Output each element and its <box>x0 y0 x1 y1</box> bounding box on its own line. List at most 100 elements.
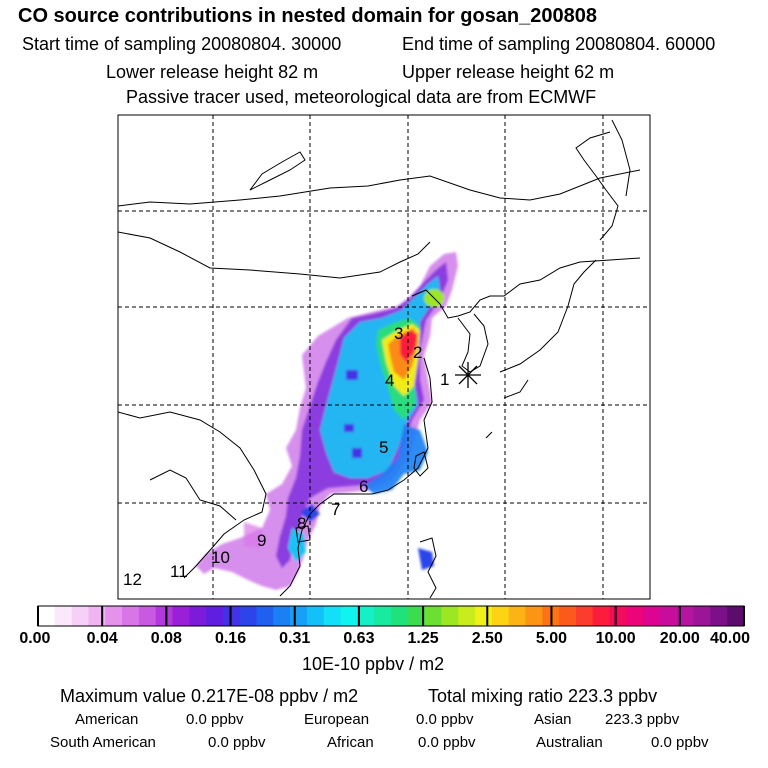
colorbar-swatch <box>458 606 476 626</box>
colorbar-swatch <box>659 606 678 626</box>
colorbar-swatch <box>138 606 157 626</box>
colorbar-swatch <box>54 606 73 626</box>
korea-peninsula <box>457 313 489 373</box>
china-east-coast <box>309 357 433 515</box>
source-label-1: 1 <box>440 370 449 389</box>
european-name: European <box>304 711 370 728</box>
asian-value: 223.3 ppbv <box>605 711 680 728</box>
plume-field <box>196 252 458 590</box>
colorbar-swatch <box>88 606 106 626</box>
colorbar-swatch <box>239 606 258 626</box>
colorbar-swatch <box>256 606 274 626</box>
end-time-label: End time of sampling 20080804. 60000 <box>402 34 716 54</box>
colorbar-swatch <box>710 606 728 626</box>
source-label-9: 9 <box>257 531 266 550</box>
colorbar-swatch <box>727 606 745 626</box>
plume-red <box>400 330 418 362</box>
source-label-11: 11 <box>170 562 188 581</box>
colorbar-swatch <box>155 606 174 626</box>
taiwan <box>413 451 429 477</box>
european-value: 0.0 ppbv <box>416 711 474 728</box>
african-value: 0.0 ppbv <box>418 734 476 751</box>
total-mixing-label: Total mixing ratio 223.3 ppbv <box>428 686 658 706</box>
chart-title: CO source contributions in nested domain… <box>18 5 598 27</box>
colorbar-tick-label: 1.25 <box>407 630 439 647</box>
vietnam-coast <box>279 513 311 597</box>
colorbar-tick-label: 0.08 <box>150 630 182 647</box>
plume-coast <box>364 424 428 494</box>
colorbar-swatch <box>626 606 644 626</box>
colorbar-swatch <box>391 606 409 626</box>
source-label-2: 2 <box>413 343 422 362</box>
colorbar-swatch <box>357 606 375 626</box>
colorbar-tick-label: 0.31 <box>279 630 311 647</box>
colorbar-tick-label: 40.00 <box>709 630 751 647</box>
units-label: 10E-10 ppbv / m2 <box>302 654 445 674</box>
source-label-10: 10 <box>211 548 230 567</box>
coastlines <box>118 119 641 599</box>
colorbar-swatch <box>306 606 325 626</box>
colorbar-swatch <box>441 606 459 626</box>
plume-island <box>418 548 434 570</box>
american-name: American <box>75 711 139 728</box>
colorbar-swatch <box>676 606 695 626</box>
colorbar-ticks <box>37 606 745 626</box>
russia-border <box>118 169 641 207</box>
upper-release-label: Upper release height 62 m <box>402 62 615 82</box>
colorbar-swatch <box>206 606 224 626</box>
colorbar-swatch <box>105 606 123 626</box>
colorbar-swatch <box>340 606 358 626</box>
colorbar-swatch <box>122 606 140 626</box>
colorbar-tick-label: 5.00 <box>535 630 568 647</box>
colorbar-swatch <box>273 606 291 626</box>
colorbar-swatch <box>643 606 661 626</box>
hainan <box>295 525 311 543</box>
colorbar-swatch <box>222 606 241 626</box>
map-frame <box>117 114 651 600</box>
colorbar-swatch <box>491 606 510 626</box>
gridlines <box>118 115 650 599</box>
south-american-value: 0.0 ppbv <box>208 734 266 751</box>
colorbar-tick-label: 2.50 <box>471 630 503 647</box>
china-coast <box>411 257 641 319</box>
american-value: 0.0 ppbv <box>186 711 244 728</box>
myanmar-border <box>149 469 237 521</box>
colorbar-tick-label: 20.00 <box>659 630 700 647</box>
colorbar-swatch <box>189 606 207 626</box>
colorbar-swatch <box>559 606 577 626</box>
colorbar-tick-label: 0.00 <box>19 630 51 647</box>
source-label-7: 7 <box>331 500 340 519</box>
colorbar <box>38 606 745 626</box>
max-value-label: Maximum value 0.217E-08 ppbv / m2 <box>60 686 359 706</box>
colorbar-swatch <box>525 606 543 626</box>
philippines <box>419 537 437 599</box>
colorbar-swatch <box>508 606 527 626</box>
plume-island <box>244 522 262 548</box>
african-name: African <box>327 734 374 751</box>
colorbar-swatch <box>575 606 594 626</box>
plume-pocket <box>344 424 354 432</box>
source-label-6: 6 <box>359 477 368 496</box>
colorbar-swatch <box>172 606 190 626</box>
plume-pocket <box>352 448 362 458</box>
japan-islands <box>485 131 619 439</box>
colorbar-swatch <box>374 606 392 626</box>
source-label-12: 12 <box>123 570 142 589</box>
colorbar-tick-label: 0.04 <box>86 630 118 647</box>
south-american-name: South American <box>50 734 156 751</box>
colorbar-swatch <box>693 606 711 626</box>
plume-island <box>288 528 306 562</box>
source-label-3: 3 <box>394 324 403 343</box>
source-label-8: 8 <box>297 514 306 533</box>
lower-release-label: Lower release height 82 m <box>106 62 319 82</box>
colorbar-swatch <box>290 606 308 626</box>
colorbar-tick-label: 0.16 <box>214 630 247 647</box>
tracer-label: Passive tracer used, meteorological data… <box>126 87 597 107</box>
colorbar-swatch <box>609 606 627 626</box>
source-label-5: 5 <box>379 438 388 457</box>
sakhalin <box>611 119 631 197</box>
colorbar-tick-label: 0.63 <box>343 630 375 647</box>
